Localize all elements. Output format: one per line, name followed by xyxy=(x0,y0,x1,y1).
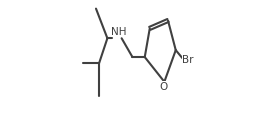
Text: O: O xyxy=(159,82,167,92)
Text: NH: NH xyxy=(111,27,127,37)
Text: Br: Br xyxy=(182,55,194,65)
